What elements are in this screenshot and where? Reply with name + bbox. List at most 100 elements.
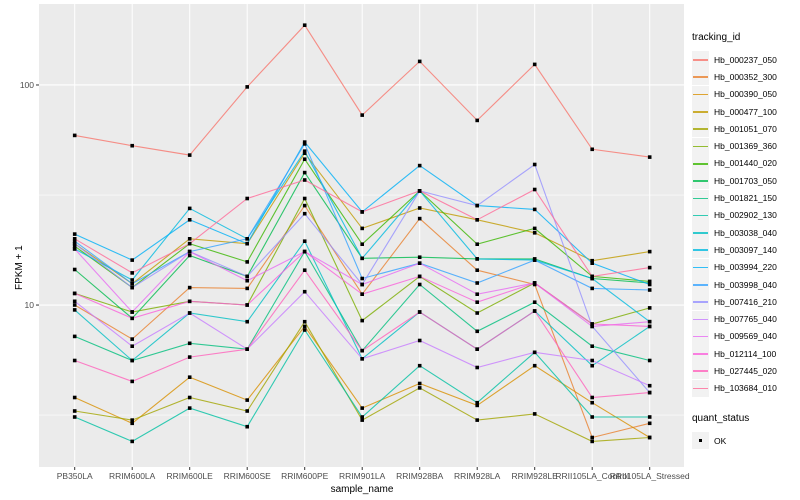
data-point: [302, 149, 307, 153]
y-tick-label: 10: [24, 300, 34, 311]
data-point: [245, 260, 249, 264]
legend-quant-status: quant_status OK: [692, 413, 798, 450]
data-point: [72, 237, 77, 241]
data-point: [245, 424, 249, 429]
legend-key-line-icon: [692, 241, 709, 259]
legend-item: Hb_003998_040: [692, 276, 798, 293]
data-point: [187, 341, 192, 346]
data-point: [475, 118, 479, 123]
data-point: [475, 418, 479, 422]
data-point: [130, 271, 134, 275]
legend-item-label: Hb_001703_050: [714, 175, 777, 186]
data-point: [647, 358, 652, 363]
data-point: [590, 415, 594, 419]
data-point: [590, 344, 594, 348]
data-point: [187, 395, 192, 400]
data-point: [647, 324, 652, 329]
data-point: [417, 363, 422, 368]
data-point: [475, 400, 479, 405]
legend-item: Hb_000477_100: [692, 103, 798, 121]
data-point: [245, 237, 249, 241]
data-point: [302, 328, 307, 332]
legend-item-label: Hb_001051_070: [714, 123, 777, 134]
data-point: [532, 187, 537, 192]
legend-key-line-icon: [692, 189, 709, 207]
data-point: [475, 329, 479, 334]
legend-item-label: Hb_002902_130: [714, 210, 777, 221]
data-point: [475, 403, 479, 408]
legend-item: Hb_012114_100: [692, 345, 798, 363]
data-point: [532, 258, 537, 262]
data-point: [302, 170, 307, 175]
data-point: [590, 395, 594, 400]
data-point: [72, 244, 77, 248]
data-point: [532, 162, 537, 167]
data-point: [360, 357, 364, 361]
data-point: [590, 261, 594, 265]
legend-key-line-icon: [692, 310, 709, 328]
data-point: [417, 216, 422, 221]
legend-key-line-icon: [692, 224, 709, 242]
x-tick-label: RRIM600SE: [223, 471, 271, 481]
data-point: [475, 257, 479, 261]
legend-series-list: Hb_000237_050 Hb_000352_300 Hb_000390_050 H…: [692, 51, 798, 397]
data-point: [417, 310, 422, 314]
x-tick-label: RRII105LA_Stressed: [609, 471, 690, 481]
data-point: [532, 309, 537, 313]
data-point: [647, 282, 652, 287]
data-point: [302, 178, 307, 182]
data-point: [72, 409, 77, 413]
legend-item: Hb_001703_050: [692, 172, 798, 190]
data-point: [130, 316, 134, 321]
data-point: [187, 375, 192, 379]
data-point: [245, 398, 249, 402]
data-point: [130, 310, 134, 314]
data-point: [72, 299, 77, 304]
legend-key-line-icon: [692, 327, 709, 345]
data-point: [475, 268, 479, 272]
data-point: [647, 319, 652, 324]
data-point: [532, 231, 537, 235]
data-point: [187, 311, 192, 315]
legend-key-line-icon: [692, 68, 709, 86]
legend-key-line-icon: [692, 85, 709, 103]
data-point: [360, 256, 364, 261]
data-point: [302, 289, 307, 294]
data-point: [532, 350, 537, 355]
legend-item-label: Hb_007765_040: [714, 314, 777, 325]
legend-item-label: Hb_103684_010: [714, 383, 777, 394]
data-point: [475, 281, 479, 285]
data-point: [647, 306, 652, 310]
legend-item: Hb_000237_050: [692, 51, 798, 69]
legend-item-label: Hb_000237_050: [714, 54, 777, 65]
data-point: [647, 390, 652, 395]
legend-item-label: Hb_003097_140: [714, 244, 777, 255]
data-point: [417, 163, 422, 168]
legend-item: Hb_003097_140: [692, 241, 798, 259]
legend-item: Hb_001051_070: [692, 120, 798, 138]
data-point: [187, 218, 192, 222]
data-point: [187, 299, 192, 304]
data-point: [532, 62, 537, 67]
data-point: [302, 239, 307, 243]
data-point: [130, 278, 134, 282]
data-point: [187, 355, 192, 359]
data-point: [72, 291, 77, 296]
data-point: [72, 241, 77, 246]
data-point: [360, 276, 364, 281]
data-point: [590, 276, 594, 281]
data-point: [590, 322, 594, 326]
data-point: [72, 358, 77, 363]
legend-item-label: Hb_001821_150: [714, 193, 777, 204]
data-point: [187, 406, 192, 410]
data-point: [187, 206, 192, 211]
x-tick-label: RRIM901LA: [339, 471, 386, 481]
data-point: [245, 286, 249, 291]
plot-panel: [39, 4, 684, 467]
data-point: [130, 258, 134, 262]
data-point: [302, 23, 307, 27]
data-point: [302, 324, 307, 329]
legend-item-label: Hb_027445_020: [714, 365, 777, 376]
data-point: [360, 292, 364, 296]
